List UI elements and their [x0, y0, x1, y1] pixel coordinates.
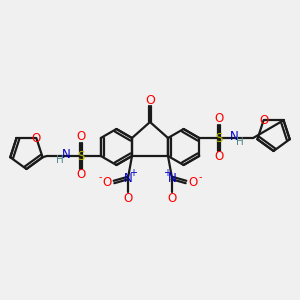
Text: O: O	[214, 151, 224, 164]
Text: -: -	[98, 172, 102, 182]
Text: S: S	[215, 131, 223, 145]
Text: O: O	[76, 130, 86, 143]
Text: O: O	[167, 193, 177, 206]
Text: O: O	[259, 114, 268, 127]
Text: -: -	[198, 172, 202, 182]
Text: +: +	[129, 168, 137, 178]
Text: O: O	[32, 132, 41, 145]
Text: H: H	[56, 155, 64, 165]
Text: O: O	[214, 112, 224, 125]
Text: H: H	[236, 137, 244, 147]
Text: S: S	[77, 149, 85, 163]
Text: N: N	[124, 172, 132, 184]
Text: O: O	[145, 94, 155, 106]
Text: O: O	[102, 176, 112, 188]
Text: O: O	[123, 193, 133, 206]
Text: O: O	[188, 176, 198, 188]
Text: N: N	[168, 172, 176, 184]
Text: +: +	[163, 168, 171, 178]
Text: N: N	[230, 130, 239, 142]
Text: O: O	[76, 169, 86, 182]
Text: N: N	[61, 148, 70, 160]
